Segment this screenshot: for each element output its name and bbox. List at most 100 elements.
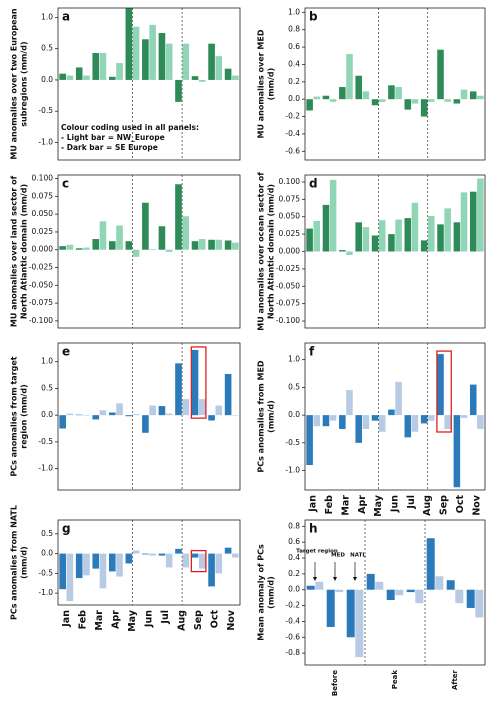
bar (208, 415, 215, 421)
bar (411, 202, 419, 252)
bar (404, 415, 412, 438)
y-tick-label: -1.0 (285, 466, 300, 475)
bar (149, 24, 156, 80)
x-tick-label: Nov (226, 609, 237, 630)
plot-frame (304, 7, 486, 161)
bar (428, 415, 435, 421)
bar (59, 553, 66, 590)
x-tick-label: Mar (340, 495, 351, 516)
arrow-head (353, 577, 357, 581)
y-tick-label: 0.100 (32, 174, 54, 183)
x-tick-label: Aug (422, 495, 433, 516)
y-tick-label: 0.0 (288, 94, 300, 103)
bar (116, 225, 123, 250)
plot-frame (304, 342, 486, 491)
y-tick-label: 0.0 (41, 75, 53, 84)
bar (165, 413, 173, 416)
bar (132, 26, 140, 80)
x-tick-label: Jan (308, 495, 319, 513)
bar (355, 75, 362, 100)
y-tick-label: 1.0 (288, 7, 300, 16)
bar (175, 184, 182, 250)
bar (460, 415, 468, 418)
bar (108, 553, 116, 572)
y-tick-label: 0.025 (32, 227, 54, 236)
y-tick-label: 0.2 (288, 569, 300, 578)
y-tick-label: -0.025 (29, 263, 53, 272)
x-tick-label: May (127, 609, 138, 632)
y-axis-label: MU anomalies over two European (10, 8, 19, 160)
y-tick-label: 0.5 (288, 382, 300, 391)
y-axis-label: MU anomalies over ocean sector of (257, 172, 266, 331)
bar (175, 363, 182, 416)
panel-label: h (309, 522, 318, 536)
bar (232, 415, 239, 416)
bar (165, 553, 173, 568)
bar (404, 218, 412, 252)
y-tick-label: 0.075 (279, 194, 301, 203)
bar (125, 8, 133, 80)
x-tick-label: Apr (357, 495, 368, 514)
bar (306, 585, 315, 590)
y-tick-label: -0.4 (285, 616, 300, 625)
y-tick-label: 0.100 (279, 177, 301, 186)
bar (306, 99, 313, 111)
bar (125, 241, 133, 250)
x-tick-label: Feb (324, 495, 335, 515)
plot-frame (304, 519, 486, 666)
y-axis-label: (mm/d) (267, 400, 276, 433)
y-tick-label: -0.5 (38, 106, 53, 115)
bar (165, 249, 173, 252)
x-tick-label: Mar (94, 610, 105, 631)
y-tick-label: 0.0 (41, 410, 53, 419)
bar (355, 415, 362, 443)
bar (388, 85, 395, 100)
y-axis-label: subregions (mm/d) (20, 41, 29, 126)
bar (182, 399, 190, 416)
bar (411, 415, 419, 432)
bar (339, 87, 346, 100)
y-tick-label: 0.2 (288, 77, 300, 86)
bar (215, 239, 223, 250)
bar (437, 224, 444, 252)
bar (395, 87, 402, 100)
bar (224, 374, 232, 416)
panel-label: c (62, 177, 69, 191)
bar (208, 43, 215, 80)
bar (75, 553, 83, 579)
bar (469, 91, 477, 100)
bar (388, 409, 395, 416)
bar (315, 581, 324, 590)
y-axis-label: PCs anomalies from NATL (10, 505, 19, 620)
y-tick-label: 0.025 (279, 229, 301, 238)
bar (182, 43, 190, 80)
y-tick-label: 0.8 (288, 25, 300, 34)
bar (182, 216, 190, 250)
y-tick-label: -0.075 (276, 299, 300, 308)
y-axis-label: MU anomalies over MED (257, 29, 266, 138)
y-axis-label: North Atlantic domain (mm/d) (267, 184, 276, 319)
bar (224, 68, 232, 80)
annotation: Colour coding used in all panels: (61, 123, 199, 132)
x-tick-label: After (451, 669, 459, 690)
y-tick-label: 0.5 (41, 529, 53, 538)
bar (116, 403, 123, 416)
bar (453, 222, 461, 252)
bar (149, 405, 156, 416)
bar (75, 248, 83, 250)
plot-frame (57, 7, 241, 161)
panel-label: a (62, 10, 70, 24)
bar (158, 33, 166, 80)
bar (326, 589, 335, 627)
bar (59, 73, 66, 80)
bar (395, 589, 404, 596)
bar (142, 415, 149, 433)
y-tick-label: -0.5 (38, 437, 53, 446)
x-tick-label: Nov (471, 494, 482, 515)
y-axis-label: PCs anomalies from MED (257, 360, 266, 473)
x-tick-label: Oct (210, 610, 221, 629)
y-tick-label: 0.0 (41, 549, 53, 558)
bar (420, 240, 428, 252)
bar (191, 241, 199, 250)
bar (83, 75, 90, 80)
